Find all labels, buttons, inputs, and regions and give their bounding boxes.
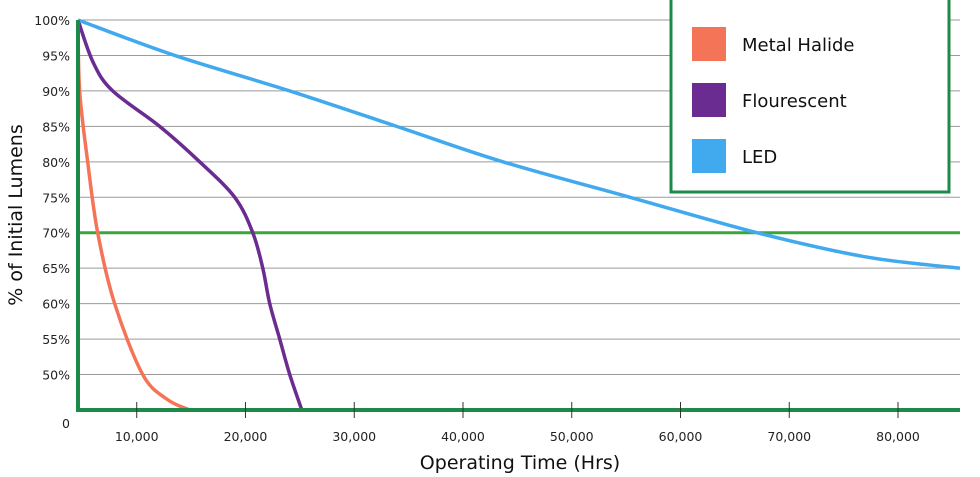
x-tick-label: 60,000 [659,429,703,444]
series-line-flourescent [76,19,304,411]
x-tick-label: 40,000 [441,429,485,444]
x-axis-label: Operating Time (Hrs) [420,452,620,474]
x-tick-label: 30,000 [332,429,376,444]
y-tick-label: 60% [42,297,70,312]
y-axis-label: % of Initial Lumens [5,124,27,306]
legend-swatch-icon [692,83,726,117]
legend-swatch-icon [692,139,726,173]
y-tick-label: 55% [42,332,70,347]
y-tick-label: 70% [42,226,70,241]
y-tick-label: 100% [34,13,70,28]
legend: Metal Halide Flourescent LED [669,0,951,194]
x-tick-labels: 10,000 20,000 30,000 40,000 50,000 60,000 70,0… [115,402,920,444]
axes [76,20,960,412]
legend-swatch-icon [692,27,726,61]
series-line-led [77,18,961,270]
y-tick-labels: 100% 95% 90% 85% 80% 75% 70% 65% 60% 55% 50% 0 [34,13,70,431]
legend-label: LED [742,147,777,168]
y-tick-label: 85% [42,119,70,134]
y-tick-label: 95% [42,48,70,63]
y-tick-label: 50% [42,368,70,383]
x-tick-label: 50,000 [550,429,594,444]
series-line-metal-halide [76,19,191,412]
y-tick-label: 80% [42,155,70,170]
x-tick-label: 80,000 [876,429,920,444]
legend-label: Metal Halide [742,35,854,56]
y-tick-label: 75% [42,190,70,205]
x-tick-label: 10,000 [115,429,159,444]
y-tick-label: 65% [42,261,70,276]
y-tick-label: 90% [42,84,70,99]
legend-label: Flourescent [742,91,847,112]
x-tick-label: 70,000 [767,429,811,444]
x-tick-label: 20,000 [224,429,268,444]
y-tick-label: 0 [62,416,70,431]
